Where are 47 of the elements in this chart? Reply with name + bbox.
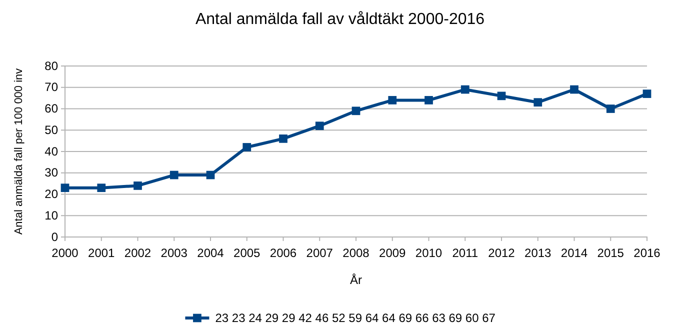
x-tick-label: 2015 <box>597 246 624 260</box>
x-tick-label: 2006 <box>270 246 297 260</box>
x-tick-label: 2001 <box>88 246 116 260</box>
y-tick-label: 80 <box>44 58 58 73</box>
chart-title: Antal anmälda fall av våldtäkt 2000-2016 <box>195 11 485 28</box>
x-axis-title: År <box>350 273 362 287</box>
point <box>170 170 178 180</box>
point <box>460 85 470 94</box>
y-axis-title: Antal anmälda fall per 100 000 inv <box>13 68 25 235</box>
point <box>570 85 578 94</box>
y-tick-label: 0 <box>51 230 58 244</box>
point <box>497 92 506 100</box>
point <box>134 182 142 190</box>
point <box>388 96 397 104</box>
point <box>206 170 215 180</box>
x-tick-label: 2013 <box>524 246 552 260</box>
y-tick-label: 10 <box>44 208 58 222</box>
point <box>352 106 360 116</box>
y-tick-label: 30 <box>44 166 58 180</box>
x-tick-label: 2002 <box>124 246 152 260</box>
y-tick-label: 50 <box>44 122 58 137</box>
x-tick-label: 2014 <box>560 246 588 260</box>
x-tick-label: 2005 <box>234 246 261 260</box>
x-tick-label: 2008 <box>342 246 370 260</box>
point <box>97 184 106 192</box>
x-tick-label: 2010 <box>415 246 442 260</box>
x-tick-label: 2003 <box>160 246 188 260</box>
point <box>534 98 542 107</box>
x-tick-label: 2012 <box>488 246 516 260</box>
x-tick-label: 2011 <box>452 246 478 260</box>
point <box>424 96 433 104</box>
point <box>60 184 70 192</box>
x-tick-label: 2004 <box>197 246 224 260</box>
y-tick-label: 20 <box>44 187 58 202</box>
y-tick-label: 40 <box>44 144 58 158</box>
x-tick-label: 2007 <box>306 246 334 260</box>
point <box>242 143 252 152</box>
point <box>642 90 652 98</box>
x-tick-label: 2016 <box>634 246 661 260</box>
point <box>606 104 615 113</box>
y-tick-label: 70 <box>44 80 58 94</box>
point <box>279 134 288 143</box>
legend-label: 23 23 24 29 29 42 46 52 59 64 64 69 66 63 69 60 67 <box>215 311 496 325</box>
x-tick-label: 2009 <box>379 246 406 260</box>
x-tick-label: 2000 <box>52 246 79 260</box>
y-tick-label: 60 <box>44 102 58 116</box>
point <box>315 122 324 130</box>
